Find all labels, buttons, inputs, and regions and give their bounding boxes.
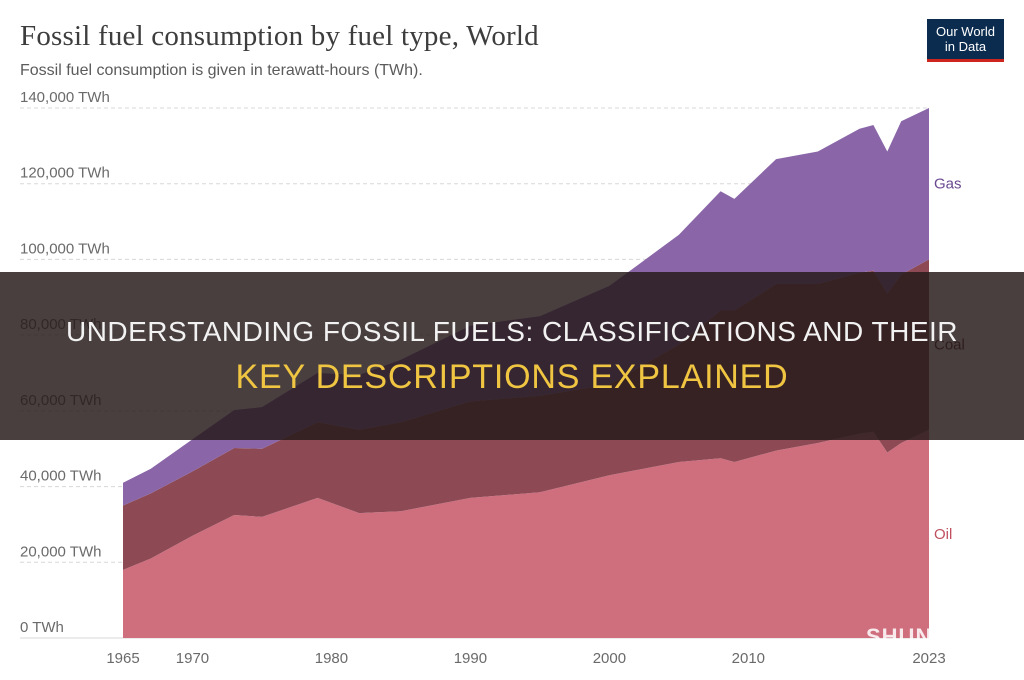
title-banner: UNDERSTANDING FOSSIL FUELS: CLASSIFICATI… [0,272,1024,440]
series-label-oil: Oil [934,526,952,543]
banner-line-1: UNDERSTANDING FOSSIL FUELS: CLASSIFICATI… [65,315,959,347]
x-tick-label: 2023 [912,650,945,667]
y-tick-label: 120,000 TWh [20,165,110,182]
logo-line-1: Our World [936,24,995,39]
owid-logo[interactable]: Our World in Data [927,19,1004,62]
x-tick-label: 1990 [454,650,487,667]
y-tick-label: 0 TWh [20,619,64,636]
x-tick-label: 1980 [315,650,348,667]
x-tick-label: 2000 [593,650,626,667]
series-label-gas: Gas [934,176,962,193]
banner-line-2: KEY DESCRIPTIONS EXPLAINED [235,357,789,396]
x-tick-label: 1970 [176,650,209,667]
chart-title: Fossil fuel consumption by fuel type, Wo… [20,20,539,52]
x-axis-tick-labels: 1965 1970 1980 1990 2000 2010 2023 [106,650,945,667]
area-oil [123,429,929,638]
y-tick-label: 140,000 TWh [20,89,110,106]
y-tick-label: 100,000 TWh [20,240,110,257]
chart-subtitle: Fossil fuel consumption is given in tera… [20,62,423,79]
x-tick-label: 2010 [732,650,765,667]
watermark: SHUN [866,624,933,649]
x-tick-label: 1965 [106,650,139,667]
y-tick-label: 20,000 TWh [20,543,101,560]
y-tick-label: 40,000 TWh [20,468,101,485]
logo-line-2: in Data [944,39,987,54]
